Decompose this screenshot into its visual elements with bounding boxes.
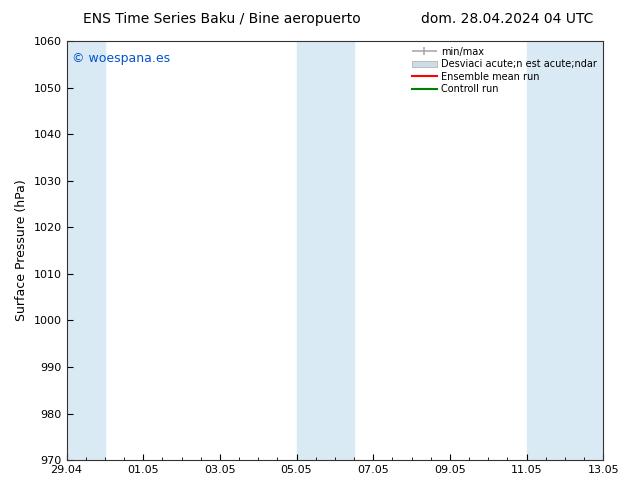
Y-axis label: Surface Pressure (hPa): Surface Pressure (hPa)	[15, 180, 28, 321]
Bar	[67, 41, 105, 460]
Bar	[297, 41, 354, 460]
Text: dom. 28.04.2024 04 UTC: dom. 28.04.2024 04 UTC	[421, 12, 593, 26]
Text: ENS Time Series Baku / Bine aeropuerto: ENS Time Series Baku / Bine aeropuerto	[83, 12, 361, 26]
Bar	[526, 41, 603, 460]
Text: © woespana.es: © woespana.es	[72, 51, 170, 65]
Legend: min/max, Desviaci acute;n est acute;ndar, Ensemble mean run, Controll run: min/max, Desviaci acute;n est acute;ndar…	[410, 44, 600, 97]
